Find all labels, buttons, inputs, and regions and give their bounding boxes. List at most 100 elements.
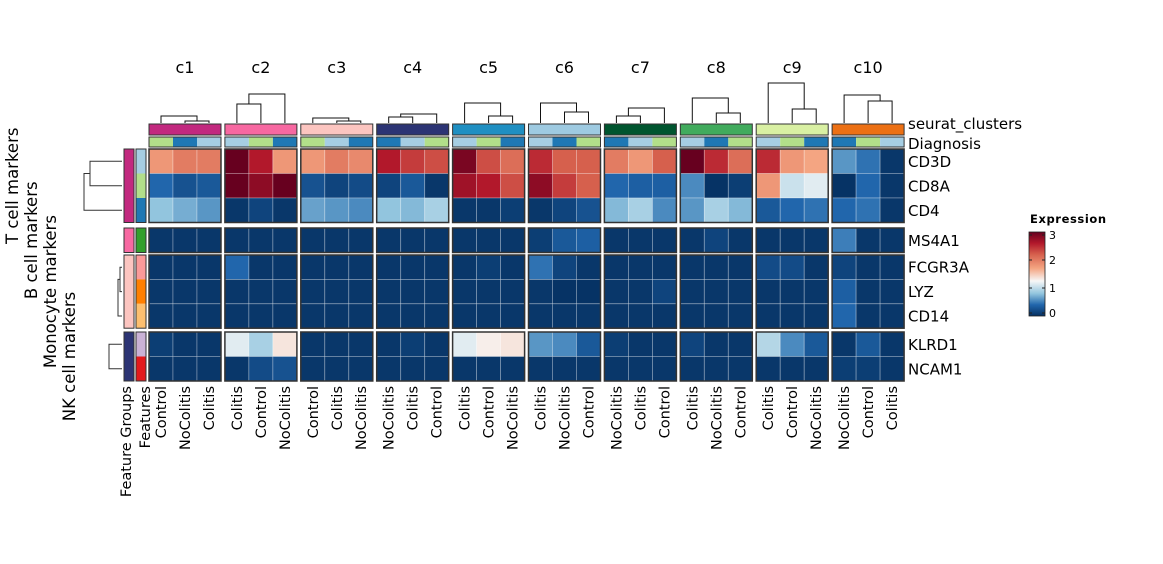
- diagnosis-annotation-border: [224, 136, 298, 148]
- heatmap-cell: [324, 254, 350, 280]
- column-dendrogram: [312, 117, 362, 123]
- heatmap-block-border: [603, 331, 678, 382]
- heatmap-cell: [300, 303, 326, 329]
- heatmap-cell: [703, 331, 729, 357]
- heatmap-cell: [376, 303, 402, 329]
- heatmap-cell: [224, 254, 250, 280]
- heatmap-cell: [703, 227, 729, 253]
- heatmap-cell: [376, 278, 402, 305]
- cluster-annotation: [300, 123, 374, 136]
- heatmap-cell: [196, 331, 222, 357]
- heatmap-cell: [172, 227, 198, 253]
- heatmap-cell: [755, 303, 781, 329]
- heatmap-cell: [803, 227, 829, 253]
- heatmap-cell: [604, 356, 629, 382]
- heatmap-cell: [703, 173, 729, 199]
- heatmap-cell: [679, 331, 705, 357]
- column-dendrogram: [236, 93, 286, 123]
- heatmap-cell: [376, 331, 402, 357]
- diagnosis-annotation: [248, 137, 273, 147]
- heatmap-cell: [300, 197, 326, 223]
- heatmap-cell: [224, 173, 250, 199]
- heatmap-cell: [652, 197, 677, 223]
- feature-annotation: [136, 303, 146, 329]
- diagnosis-annotation: [856, 137, 881, 147]
- heatmap-cell: [831, 227, 857, 253]
- diagnosis-annotation: [576, 137, 601, 147]
- heatmap-block-border: [755, 331, 829, 382]
- column-label: NoColitis: [506, 386, 522, 450]
- heatmap-cell: [400, 278, 426, 305]
- column-dendrogram: [615, 107, 665, 123]
- heatmap-cell: [248, 278, 274, 305]
- heatmap-block-border: [527, 331, 602, 382]
- heatmap-cell: [248, 197, 274, 223]
- heatmap-cell: [324, 227, 350, 253]
- heatmap-cell: [727, 227, 753, 253]
- diagnosis-annotation-border: [148, 136, 222, 148]
- feature-annotation: [136, 279, 146, 304]
- diagnosis-annotation: [680, 137, 705, 147]
- heatmap-cell: [452, 197, 478, 223]
- heatmap-cell: [879, 227, 905, 253]
- heatmap-cell: [855, 303, 881, 329]
- diagnosis-annotation: [452, 137, 477, 147]
- heatmap-cell: [424, 303, 450, 329]
- heatmap-cell: [727, 254, 753, 280]
- heatmap-cell: [703, 303, 729, 329]
- heatmap-block-border: [527, 227, 602, 254]
- column-label: NoColitis: [558, 386, 574, 450]
- heatmap-block-border: [679, 227, 754, 254]
- diagnosis-annotation-border: [603, 136, 677, 148]
- heatmap-cell: [224, 278, 250, 305]
- heatmap-cell: [727, 197, 753, 223]
- heatmap-cell: [552, 173, 577, 199]
- heatmap-cell: [196, 254, 222, 280]
- feature-group-annotation: [123, 227, 135, 253]
- heatmap-cell: [500, 148, 526, 174]
- heatmap-cell: [803, 254, 829, 280]
- heatmap-cell: [376, 227, 402, 253]
- heatmap-cell: [879, 303, 905, 329]
- heatmap-cell: [300, 227, 326, 253]
- column-label: Colitis: [761, 386, 777, 430]
- heatmap-cell: [324, 278, 350, 305]
- heatmap-block-border: [451, 331, 526, 382]
- heatmap-cell: [348, 173, 374, 199]
- heatmap-cell: [803, 148, 829, 174]
- heatmap-cell: [424, 278, 450, 305]
- row-label: MS4A1: [908, 232, 960, 250]
- cluster-annotation: [831, 123, 905, 136]
- heatmap-cell: [500, 278, 526, 305]
- heatmap-cell: [703, 356, 729, 382]
- heatmap-block-border: [300, 331, 374, 382]
- heatmap-cell: [552, 303, 577, 329]
- diagnosis-annotation: [528, 137, 553, 147]
- annotation-label: Feature Groups: [119, 386, 135, 497]
- feature-group-annotation: [123, 331, 135, 382]
- row-label: LYZ: [908, 283, 934, 301]
- column-label: Colitis: [885, 386, 901, 430]
- heatmap-cell: [528, 356, 553, 382]
- heatmap-block-border: [224, 227, 298, 254]
- heatmap-block-border: [679, 148, 754, 224]
- heatmap-cell: [300, 173, 326, 199]
- heatmap-cell: [879, 254, 905, 280]
- heatmap-cell: [755, 254, 781, 280]
- heatmap-cell: [803, 173, 829, 199]
- column-label: NoColitis: [809, 386, 825, 450]
- row-label: KLRD1: [908, 336, 958, 354]
- heatmap-cell: [324, 331, 350, 357]
- heatmap-block-border: [451, 254, 526, 329]
- cluster-annotation: [528, 123, 601, 136]
- heatmap-cell: [500, 254, 526, 280]
- cluster-annotation: [603, 123, 677, 136]
- heatmap-block-border: [679, 254, 754, 329]
- column-label: Control: [430, 386, 446, 438]
- heatmap-cell: [452, 356, 478, 382]
- heatmap-cell: [528, 278, 553, 305]
- row-label: CD8A: [908, 177, 951, 195]
- heatmap-cell: [272, 331, 298, 357]
- cluster-annotation: [148, 123, 222, 136]
- heatmap-cell: [324, 197, 350, 223]
